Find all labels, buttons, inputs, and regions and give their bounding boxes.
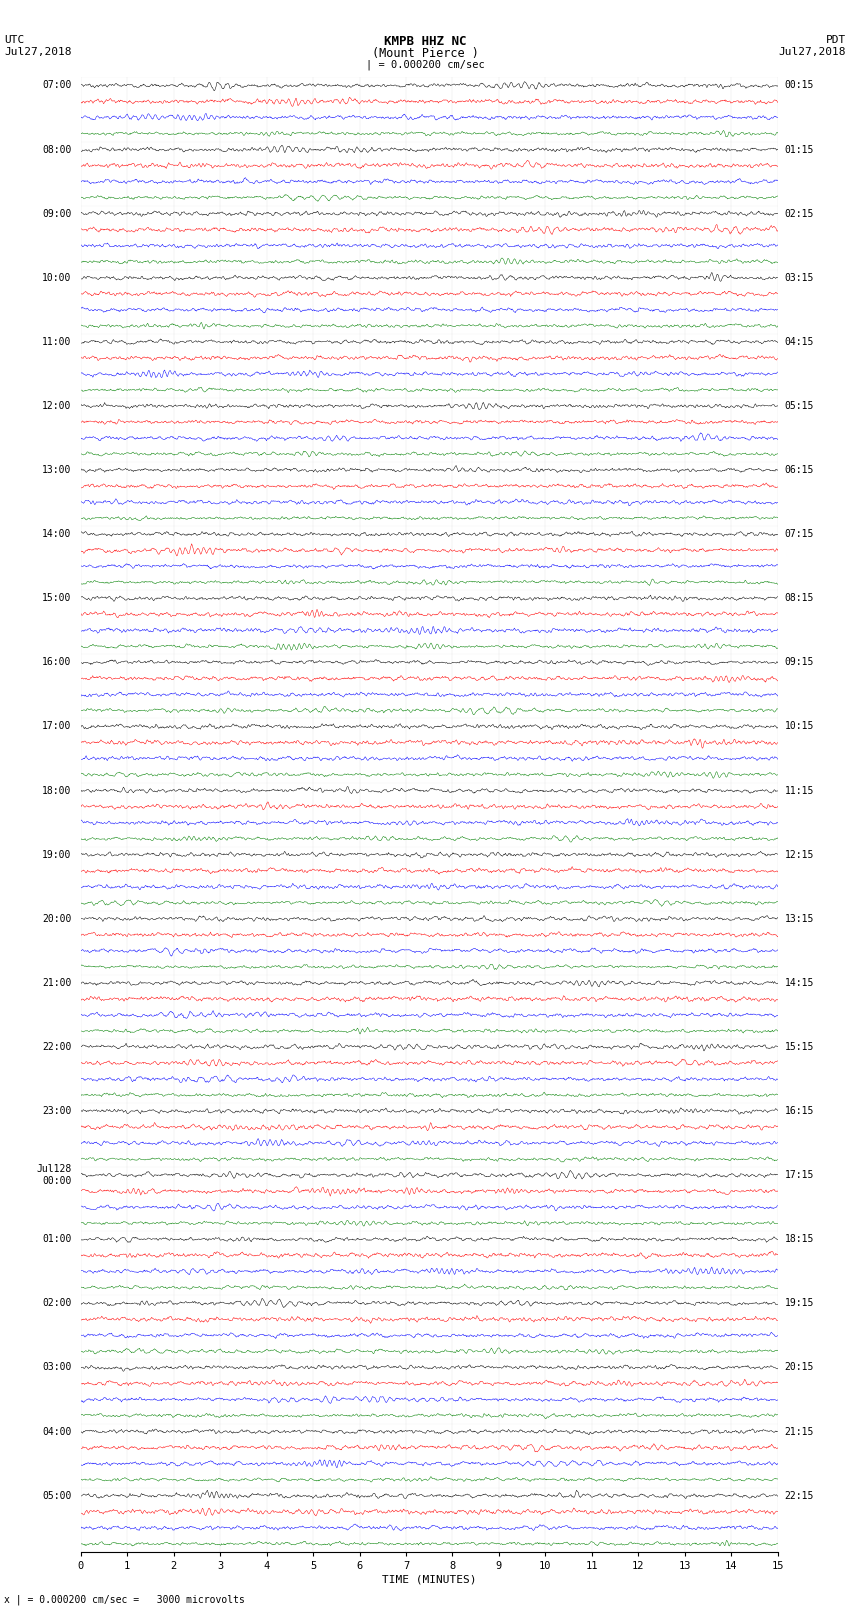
Text: 21:00: 21:00 <box>42 977 71 987</box>
Text: 02:15: 02:15 <box>785 208 814 219</box>
Text: 10:00: 10:00 <box>42 273 71 282</box>
Text: 03:15: 03:15 <box>785 273 814 282</box>
X-axis label: TIME (MINUTES): TIME (MINUTES) <box>382 1574 477 1586</box>
Text: Jul128
00:00: Jul128 00:00 <box>37 1165 71 1186</box>
Text: 19:15: 19:15 <box>785 1298 814 1308</box>
Text: 06:15: 06:15 <box>785 465 814 476</box>
Text: 18:00: 18:00 <box>42 786 71 795</box>
Text: 16:15: 16:15 <box>785 1107 814 1116</box>
Text: 14:00: 14:00 <box>42 529 71 539</box>
Text: Jul27,2018: Jul27,2018 <box>779 47 846 56</box>
Text: 16:00: 16:00 <box>42 658 71 668</box>
Text: 09:15: 09:15 <box>785 658 814 668</box>
Text: 08:15: 08:15 <box>785 594 814 603</box>
Text: 05:15: 05:15 <box>785 402 814 411</box>
Text: 12:00: 12:00 <box>42 402 71 411</box>
Text: x | = 0.000200 cm/sec =   3000 microvolts: x | = 0.000200 cm/sec = 3000 microvolts <box>4 1594 245 1605</box>
Text: 21:15: 21:15 <box>785 1426 814 1437</box>
Text: KMPB HHZ NC: KMPB HHZ NC <box>383 35 467 48</box>
Text: 09:00: 09:00 <box>42 208 71 219</box>
Text: 15:00: 15:00 <box>42 594 71 603</box>
Text: 20:00: 20:00 <box>42 913 71 924</box>
Text: (Mount Pierce ): (Mount Pierce ) <box>371 47 479 60</box>
Text: PDT: PDT <box>825 35 846 45</box>
Text: | = 0.000200 cm/sec: | = 0.000200 cm/sec <box>366 60 484 71</box>
Text: 11:15: 11:15 <box>785 786 814 795</box>
Text: 22:00: 22:00 <box>42 1042 71 1052</box>
Text: 19:00: 19:00 <box>42 850 71 860</box>
Text: 12:15: 12:15 <box>785 850 814 860</box>
Text: Jul27,2018: Jul27,2018 <box>4 47 71 56</box>
Text: UTC: UTC <box>4 35 25 45</box>
Text: 11:00: 11:00 <box>42 337 71 347</box>
Text: 08:00: 08:00 <box>42 145 71 155</box>
Text: 17:00: 17:00 <box>42 721 71 731</box>
Text: 02:00: 02:00 <box>42 1298 71 1308</box>
Text: 10:15: 10:15 <box>785 721 814 731</box>
Text: 22:15: 22:15 <box>785 1490 814 1500</box>
Text: 15:15: 15:15 <box>785 1042 814 1052</box>
Text: 17:15: 17:15 <box>785 1169 814 1181</box>
Text: 04:00: 04:00 <box>42 1426 71 1437</box>
Text: 03:00: 03:00 <box>42 1363 71 1373</box>
Text: 23:00: 23:00 <box>42 1107 71 1116</box>
Text: 18:15: 18:15 <box>785 1234 814 1244</box>
Text: 07:00: 07:00 <box>42 81 71 90</box>
Text: 14:15: 14:15 <box>785 977 814 987</box>
Text: 04:15: 04:15 <box>785 337 814 347</box>
Text: 13:00: 13:00 <box>42 465 71 476</box>
Text: 01:00: 01:00 <box>42 1234 71 1244</box>
Text: 07:15: 07:15 <box>785 529 814 539</box>
Text: 00:15: 00:15 <box>785 81 814 90</box>
Text: 13:15: 13:15 <box>785 913 814 924</box>
Text: 05:00: 05:00 <box>42 1490 71 1500</box>
Text: 20:15: 20:15 <box>785 1363 814 1373</box>
Text: 01:15: 01:15 <box>785 145 814 155</box>
